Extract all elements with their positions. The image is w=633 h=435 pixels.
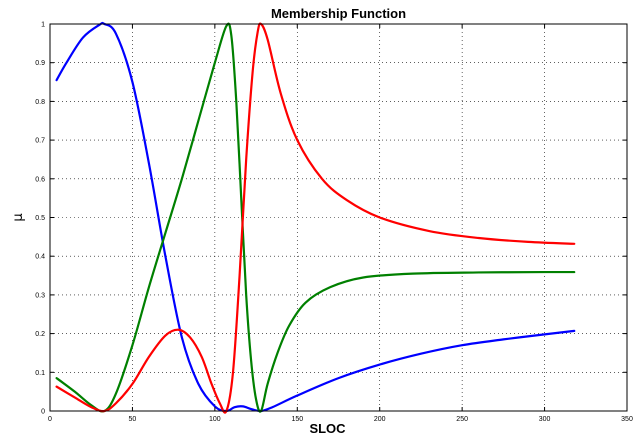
- y-tick-label: 0.9: [35, 60, 45, 67]
- y-tick-label: 0.8: [35, 99, 45, 106]
- y-tick-label: 1: [41, 22, 45, 29]
- y-tick-label: 0.1: [35, 370, 45, 377]
- y-tick-label: 0.7: [35, 138, 45, 145]
- x-tick-labels: 0 50 100 150 200 250 300 350: [48, 416, 633, 423]
- x-tick-label: 350: [621, 416, 633, 423]
- y-tick-labels: 0 0.1 0.2 0.3 0.4 0.5 0.6 0.7 0.8 0.9 1: [35, 22, 45, 416]
- y-tick-label: 0.6: [35, 176, 45, 183]
- x-axis-label: SLOC: [309, 421, 346, 435]
- grid: [50, 24, 627, 411]
- x-tick-label: 250: [456, 416, 468, 423]
- x-tick-label: 0: [48, 416, 52, 423]
- x-tick-label: 150: [291, 416, 303, 423]
- x-tick-label: 100: [209, 416, 221, 423]
- y-tick-label: 0.5: [35, 215, 45, 222]
- y-tick-label: 0: [41, 409, 45, 416]
- y-axis-label: µ: [11, 213, 26, 221]
- y-tick-label: 0.2: [35, 331, 45, 338]
- red-series-line: [55, 22, 576, 414]
- tick-layer: [49, 23, 628, 412]
- y-tick-label: 0.4: [35, 254, 45, 261]
- chart-title: Membership Function: [271, 6, 406, 21]
- y-tick-label: 0.3: [35, 292, 45, 299]
- green-series-line: [55, 22, 576, 413]
- x-tick-label: 300: [539, 416, 551, 423]
- x-tick-label: 50: [129, 416, 137, 423]
- x-tick-label: 200: [374, 416, 386, 423]
